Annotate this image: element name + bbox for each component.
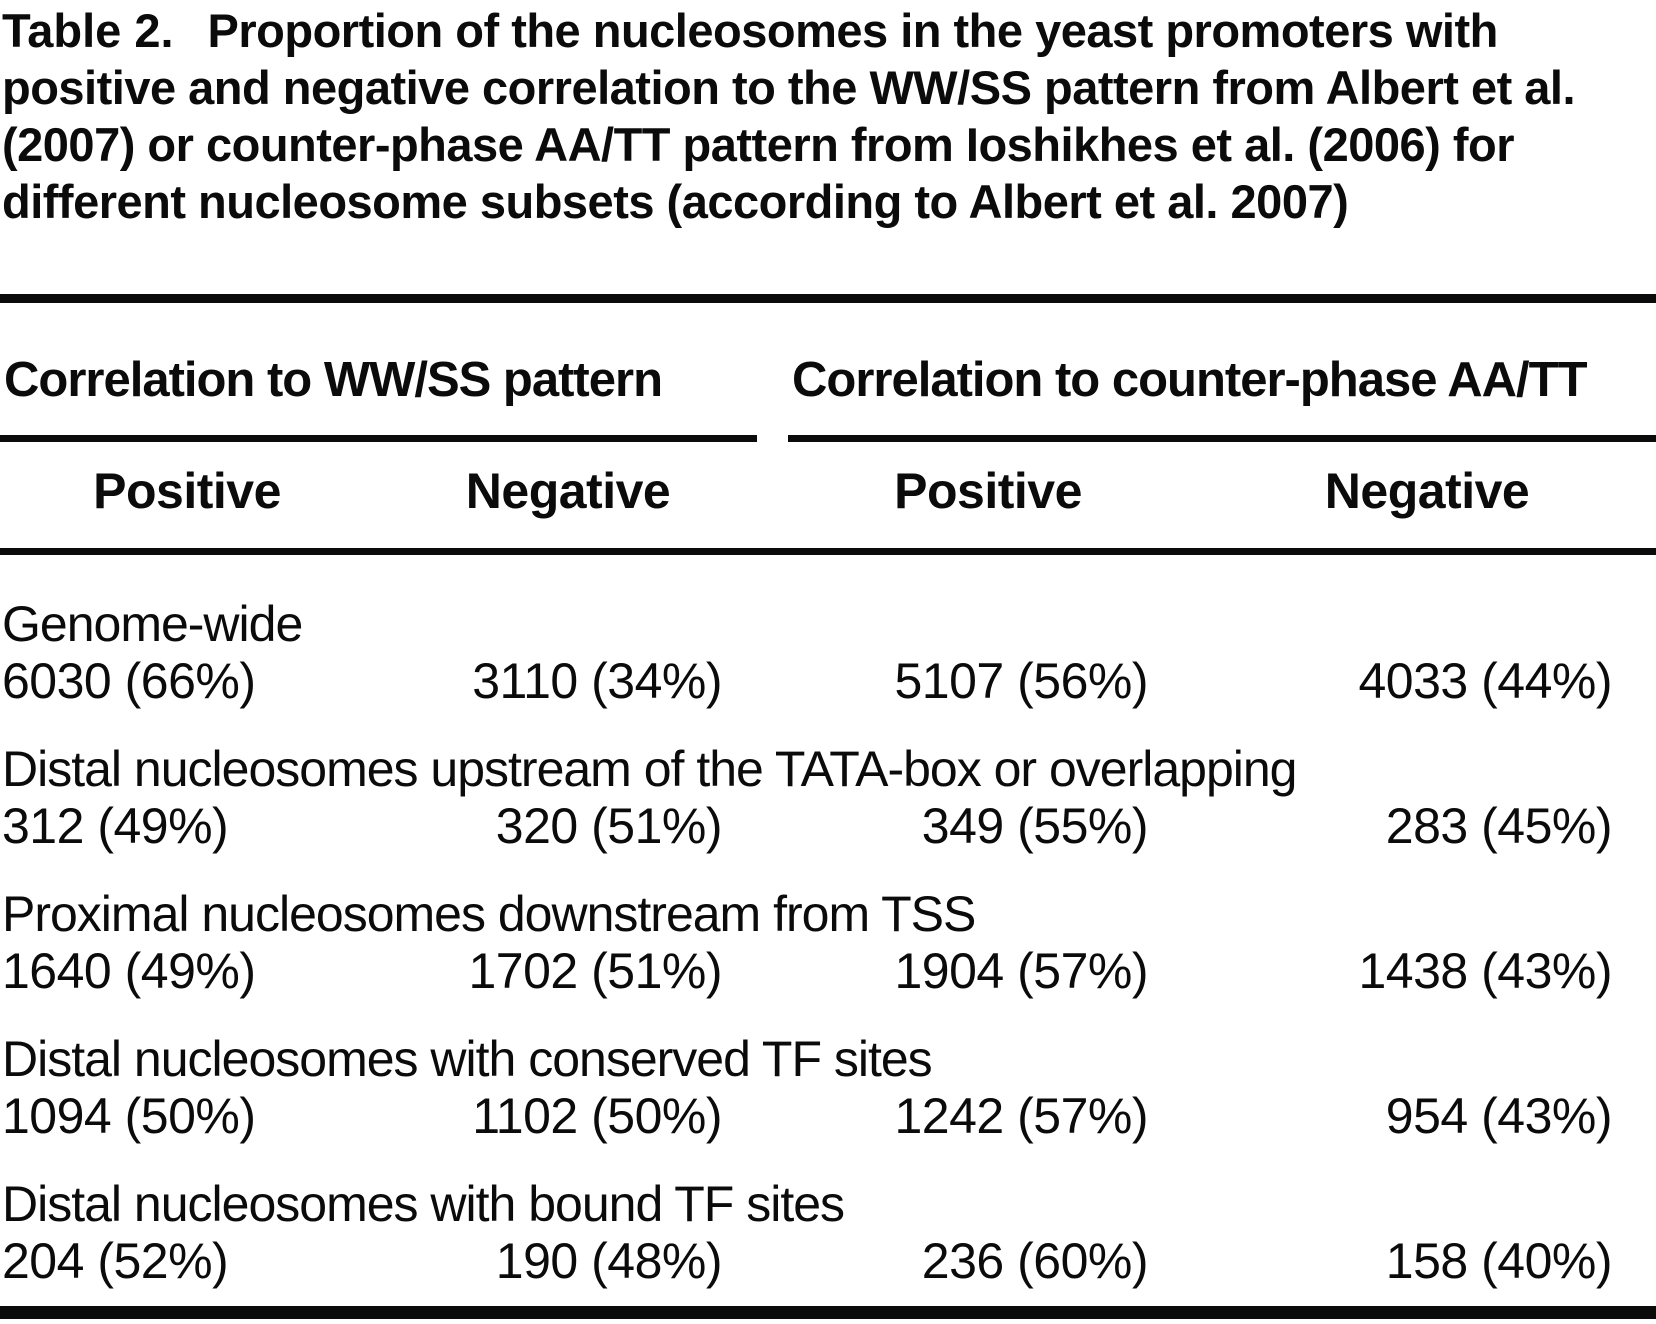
column-group-aatt: Correlation to counter-phase AA/TT [788,351,1656,442]
row-values: 204 (52%) 190 (48%) 236 (60%) 158 (40%) [0,1233,1656,1290]
row-label: Distal nucleosomes with bound TF sites [2,1176,845,1232]
cell-value: 1094 (50%) [2,1088,256,1144]
col-header-wwss-positive: Positive [93,463,281,519]
cell-value: 6030 (66%) [2,653,256,709]
row-values: 312 (49%) 320 (51%) 349 (55%) 283 (45%) [0,798,1656,855]
header-body-rule [0,548,1656,555]
col-header-aatt-negative: Negative [1324,463,1530,519]
column-group-wwss: Correlation to WW/SS pattern [0,351,757,442]
table-row: Proximal nucleosomes downstream from TSS… [0,886,1656,1000]
table-body: Genome-wide 6030 (66%) 3110 (34%) 5107 (… [0,555,1656,1290]
spanner-rule-right [788,435,1656,442]
column-group-label-aatt: Correlation to counter-phase AA/TT [792,353,1588,407]
col-header-aatt-positive: Positive [894,463,1082,519]
spanner-rule-left [0,435,757,442]
cell-value: 236 (60%) [921,1233,1149,1289]
table-row: Distal nucleosomes upstream of the TATA-… [0,741,1656,855]
row-label: Proximal nucleosomes downstream from TSS [2,886,976,942]
cell-value: 1102 (50%) [472,1088,722,1144]
cell-value: 3110 (34%) [472,653,722,709]
cell-value: 5107 (56%) [894,653,1149,709]
row-label: Genome-wide [2,596,303,652]
cell-value: 1640 (49%) [2,943,256,999]
top-rule [0,294,1656,303]
cell-value: 312 (49%) [2,798,229,854]
row-values: 1640 (49%) 1702 (51%) 1904 (57%) 1438 (4… [0,943,1656,1000]
bottom-rule [0,1306,1656,1319]
table-caption: Table 2. Proportion of the nucleosomes in… [0,0,1656,285]
cell-value: 4033 (44%) [1358,653,1613,709]
table-row: Genome-wide 6030 (66%) 3110 (34%) 5107 (… [0,596,1656,710]
table-number: Table 2. [2,4,174,57]
cell-value: 283 (45%) [1385,798,1613,854]
cell-value: 1702 (51%) [468,943,723,999]
col-header-wwss-negative: Negative [465,463,671,519]
column-group-header-row: Correlation to WW/SS pattern Correlation… [0,303,1656,442]
cell-value: 204 (52%) [2,1233,229,1289]
row-label: Distal nucleosomes upstream of the TATA-… [2,741,1298,797]
cell-value: 320 (51%) [495,798,723,854]
column-group-label-wwss: Correlation to WW/SS pattern [4,353,663,407]
cell-value: 954 (43%) [1385,1088,1613,1144]
table-row: Distal nucleosomes with bound TF sites 2… [0,1176,1656,1290]
cell-value: 1242 (57%) [894,1088,1149,1144]
sub-header-row: Positive Negative Positive Negative [0,442,1656,548]
cell-value: 158 (40%) [1385,1233,1613,1289]
row-values: 6030 (66%) 3110 (34%) 5107 (56%) 4033 (4… [0,653,1656,710]
cell-value: 1438 (43%) [1358,943,1613,999]
table-caption-text: Proportion of the nucleosomes in the yea… [2,4,1576,228]
cell-value: 1904 (57%) [894,943,1149,999]
row-label: Distal nucleosomes with conserved TF sit… [2,1031,933,1087]
cell-value: 190 (48%) [495,1233,723,1289]
cell-value: 349 (55%) [921,798,1149,854]
table-row: Distal nucleosomes with conserved TF sit… [0,1031,1656,1145]
row-values: 1094 (50%) 1102 (50%) 1242 (57%) 954 (43… [0,1088,1656,1145]
